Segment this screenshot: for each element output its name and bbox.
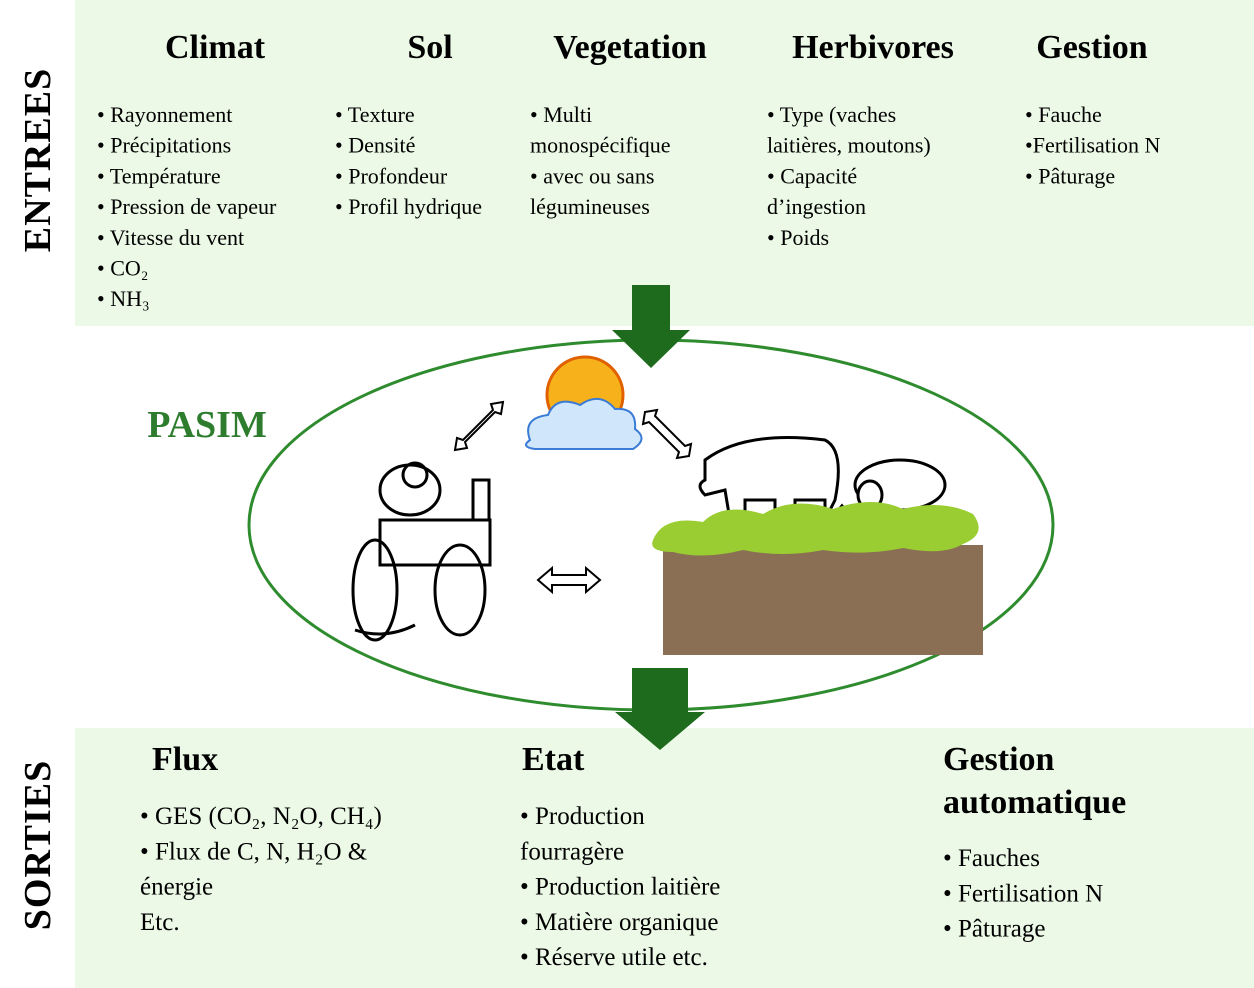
column-title: Etat: [522, 741, 585, 778]
tractor-icon: [353, 463, 490, 640]
column-item: • GES (CO₂, N₂O, CH₄): [140, 803, 382, 830]
column-title: Gestion: [943, 741, 1055, 778]
column-item: laitières, moutons): [767, 133, 931, 158]
column-item: légumineuses: [530, 194, 650, 219]
column-item: • Vitesse du vent: [97, 225, 244, 250]
column-item: • Poids: [767, 225, 829, 250]
column-item: • Multi: [530, 102, 592, 127]
column-item: • Texture: [335, 102, 415, 127]
column-item: monospécifique: [530, 133, 671, 158]
column-item: • Fauches: [943, 845, 1040, 872]
column-item: • Type (vaches: [767, 102, 896, 127]
soil-icon: [652, 502, 983, 655]
column-item: • Température: [97, 163, 221, 188]
column-item: • Réserve utile etc.: [520, 944, 708, 971]
column-item: • CO₂: [97, 256, 148, 281]
model-name: PASIM: [147, 404, 267, 446]
column-item: Etc.: [140, 909, 180, 936]
column-title: Climat: [165, 29, 266, 66]
column-title: Flux: [152, 741, 218, 778]
diagram: ENTREES SORTIES PASIM Climat • Rayonnemen…: [0, 0, 1254, 988]
column-item: • avec ou sans: [530, 163, 654, 188]
column-title: Herbivores: [792, 29, 954, 66]
column-item: • Production: [520, 803, 645, 830]
column-item: fourragère: [520, 838, 624, 865]
column-item: • Profil hydrique: [335, 194, 482, 219]
column-item: • Pâturage: [1025, 163, 1115, 188]
column-item: • Pression de vapeur: [97, 194, 277, 219]
column-item: • Fauche: [1025, 102, 1102, 127]
column-item: • Matière organique: [520, 909, 719, 936]
column-title: Sol: [407, 29, 452, 66]
inputs-label: ENTREES: [17, 68, 59, 252]
column-item: énergie: [140, 874, 213, 901]
column-item: • Densité: [335, 133, 415, 158]
column-title: Gestion: [1036, 29, 1148, 66]
column-title: automatique: [943, 784, 1126, 821]
column-item: • Pâturage: [943, 916, 1045, 943]
column-item: • Profondeur: [335, 163, 448, 188]
column-item: • Production laitière: [520, 874, 720, 901]
column-item: • Capacité: [767, 163, 857, 188]
column-item: • Flux de C, N, H₂O &: [140, 838, 367, 865]
column-item: •Fertilisation N: [1025, 133, 1161, 158]
column-title: Vegetation: [553, 29, 707, 66]
column-item: • NH₃: [97, 286, 150, 311]
sun-icon: [526, 357, 642, 449]
column-item: • Rayonnement: [97, 102, 232, 127]
column-item: • Précipitations: [97, 133, 231, 158]
column-item: • Fertilisation N: [943, 880, 1103, 907]
outputs-label: SORTIES: [17, 760, 59, 930]
column-item: d’ingestion: [767, 194, 866, 219]
